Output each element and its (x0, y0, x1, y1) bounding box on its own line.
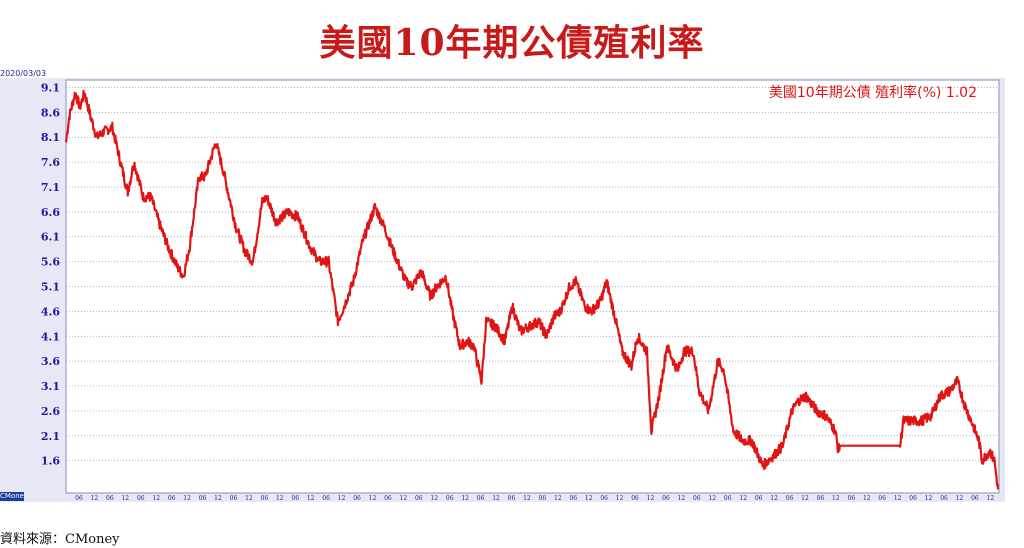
x-month-label: 06 (662, 495, 670, 502)
x-month-label: 12 (616, 495, 624, 502)
x-month-label: 06 (415, 495, 423, 502)
x-month-label: 06 (569, 495, 577, 502)
x-month-label: 06 (786, 495, 794, 502)
x-month-label: 12 (430, 495, 438, 502)
x-month-label: 06 (75, 495, 83, 502)
y-tick-label: 8.6 (41, 106, 60, 119)
x-month-label: 12 (585, 495, 593, 502)
x-month-label: 12 (739, 495, 747, 502)
y-tick-label: 4.1 (41, 330, 60, 343)
y-tick-label: 1.6 (41, 455, 60, 468)
x-month-label: 12 (461, 495, 469, 502)
x-month-label: 12 (400, 495, 408, 502)
x-month-label: 06 (940, 495, 948, 502)
x-month-label: 06 (384, 495, 392, 502)
yield-line (64, 89, 1000, 490)
x-month-label: 12 (987, 495, 995, 502)
x-month-label: 06 (199, 495, 207, 502)
x-month-label: 06 (631, 495, 639, 502)
x-month-label: 06 (353, 495, 361, 502)
page-title: 美國10年期公債殖利率 (319, 22, 705, 64)
x-month-label: 06 (477, 495, 485, 502)
x-month-label: 12 (894, 495, 902, 502)
x-month-label: 12 (678, 495, 686, 502)
yield-chart: 9.1 8.6 8.1 7.6 7.1 6.6 6.1 5.6 5.1 4.6 4.1 3.6 3.1 2… (41, 79, 1000, 502)
x-month-label: 06 (909, 495, 917, 502)
date-stamp: 2020/03/03 (0, 69, 47, 78)
cmoney-logo: CMoney (0, 492, 24, 501)
x-month-label: 06 (137, 495, 145, 502)
x-month-label: 06 (693, 495, 701, 502)
x-month-label: 12 (276, 495, 284, 502)
x-month-label: 06 (539, 495, 547, 502)
y-tick-label: 4.6 (41, 305, 60, 318)
x-month-label: 12 (492, 495, 500, 502)
plot-area (65, 79, 1000, 494)
x-month-label: 06 (508, 495, 516, 502)
x-month-label: 12 (832, 495, 840, 502)
x-month-label: 06 (322, 495, 330, 502)
source-note: 資料來源：CMoney (0, 532, 120, 547)
x-month-label: 06 (755, 495, 763, 502)
y-tick-label: 3.1 (41, 380, 60, 393)
x-month-label: 06 (106, 495, 114, 502)
x-month-label: 06 (817, 495, 825, 502)
x-month-label: 12 (647, 495, 655, 502)
x-month-label: 12 (956, 495, 964, 502)
x-axis-ticks: 1990061219910612199206121993061219940612… (75, 495, 995, 502)
legend-label: 美國10年期公債 殖利率(%) 1.02 (769, 84, 977, 101)
x-month-label: 12 (245, 495, 253, 502)
y-tick-label: 2.1 (41, 430, 60, 443)
y-tick-label: 3.6 (41, 355, 60, 368)
x-month-label: 06 (168, 495, 176, 502)
x-month-label: 06 (261, 495, 269, 502)
x-month-label: 12 (708, 495, 716, 502)
x-month-label: 12 (863, 495, 871, 502)
y-tick-label: 6.1 (41, 231, 60, 244)
x-month-label: 12 (554, 495, 562, 502)
x-month-label: 12 (925, 495, 933, 502)
y-tick-label: 6.6 (41, 206, 60, 219)
x-month-label: 12 (152, 495, 160, 502)
y-axis-ticks: 9.1 8.6 8.1 7.6 7.1 6.6 6.1 5.6 5.1 4.6 4.1 3.6 3.1 2… (41, 81, 60, 467)
x-month-label: 06 (230, 495, 238, 502)
x-month-label: 06 (600, 495, 608, 502)
x-month-label: 12 (770, 495, 778, 502)
x-month-label: 12 (338, 495, 346, 502)
x-month-label: 06 (724, 495, 732, 502)
x-month-label: 12 (183, 495, 191, 502)
x-month-label: 12 (523, 495, 531, 502)
series-lines (64, 89, 1000, 490)
grid-lines (66, 87, 999, 462)
x-month-label: 06 (848, 495, 856, 502)
y-tick-label: 2.6 (41, 405, 60, 418)
x-month-label: 12 (801, 495, 809, 502)
y-tick-label: 5.6 (41, 256, 60, 269)
x-month-label: 06 (878, 495, 886, 502)
y-tick-label: 7.6 (41, 156, 60, 169)
x-month-label: 12 (369, 495, 377, 502)
x-month-label: 06 (291, 495, 299, 502)
x-month-label: 12 (121, 495, 129, 502)
x-month-label: 12 (91, 495, 99, 502)
x-month-label: 06 (446, 495, 454, 502)
x-month-label: 06 (971, 495, 979, 502)
x-month-label: 12 (307, 495, 315, 502)
y-tick-label: 9.1 (41, 81, 60, 94)
y-tick-label: 8.1 (41, 131, 60, 144)
y-tick-label: 5.1 (41, 281, 60, 294)
y-tick-label: 7.1 (41, 181, 60, 194)
x-month-label: 12 (214, 495, 222, 502)
